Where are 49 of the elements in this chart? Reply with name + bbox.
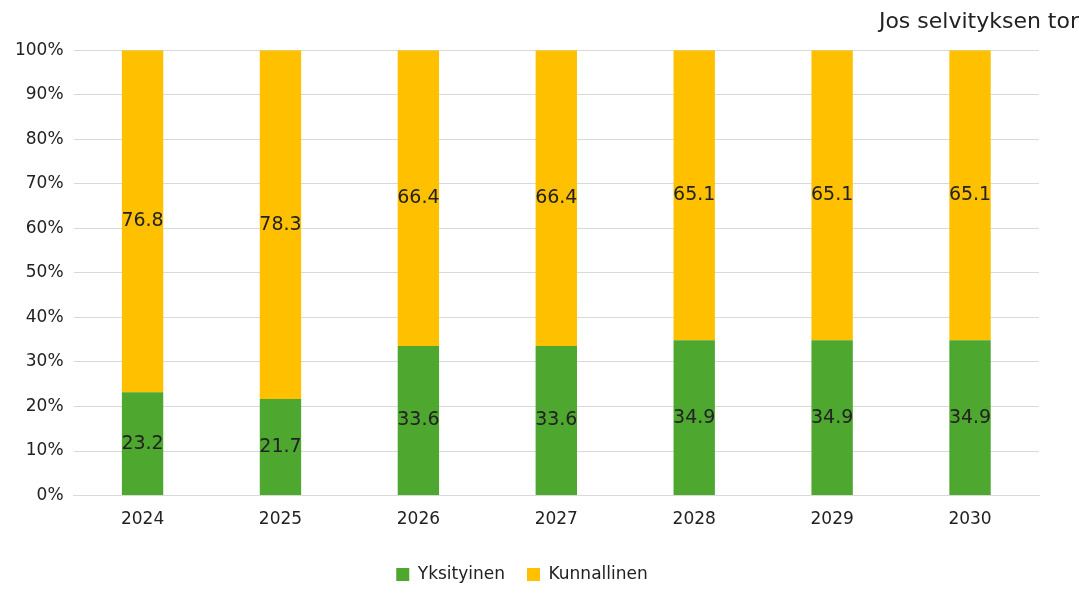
y-tick-label: 90% xyxy=(25,83,64,104)
y-tick-label: 0% xyxy=(36,484,64,505)
bar xyxy=(397,50,440,346)
data-label: 65.1 xyxy=(810,182,854,205)
y-tick-label: 60% xyxy=(25,216,64,237)
data-label: 34.9 xyxy=(810,404,854,427)
y-tick-label: 70% xyxy=(25,172,64,193)
data-label: 66.4 xyxy=(535,185,578,208)
y-tick-label: 10% xyxy=(25,439,64,460)
y-tick-label: 80% xyxy=(25,127,64,148)
data-label: 34.9 xyxy=(673,404,716,427)
x-tick-label: 2025 xyxy=(258,508,303,529)
y-tick-label: 20% xyxy=(25,394,64,415)
x-tick-label: 2026 xyxy=(396,508,441,529)
bar xyxy=(673,50,715,341)
data-label: 65.1 xyxy=(673,182,716,205)
data-label: 78.3 xyxy=(259,211,302,234)
bar xyxy=(535,50,577,346)
bar xyxy=(535,345,577,496)
x-tick-label: 2024 xyxy=(120,508,165,529)
x-tick-label: 2028 xyxy=(672,508,716,529)
bar xyxy=(811,340,853,496)
y-tick-label: 30% xyxy=(25,350,64,371)
bar xyxy=(259,50,302,399)
bar xyxy=(673,340,715,496)
x-tick-label: 2030 xyxy=(948,508,992,529)
bar xyxy=(121,392,164,496)
data-label: 65.1 xyxy=(948,182,992,205)
bar xyxy=(121,50,164,393)
legend-label: Kunnallinen xyxy=(548,562,648,583)
x-tick-label: 2027 xyxy=(534,508,578,529)
y-tick-label: 100% xyxy=(14,38,64,59)
bar xyxy=(949,340,991,496)
data-label: 23.2 xyxy=(121,430,164,453)
data-label: 66.4 xyxy=(397,185,440,208)
legend-label: Yksityinen xyxy=(416,562,506,583)
x-tick-label: 2029 xyxy=(810,508,854,529)
y-tick-label: 50% xyxy=(25,261,64,282)
data-label: 34.9 xyxy=(948,404,992,427)
data-label: 76.8 xyxy=(121,208,164,231)
data-label: 33.6 xyxy=(535,407,578,430)
bar xyxy=(397,345,440,496)
data-label: 33.6 xyxy=(397,407,440,430)
bar xyxy=(259,398,302,496)
bar xyxy=(811,50,853,341)
y-tick-label: 40% xyxy=(25,305,64,326)
data-label: 21.7 xyxy=(259,433,302,456)
bar xyxy=(949,50,991,341)
chart-title: Jos selvityksen tor xyxy=(878,8,1079,33)
